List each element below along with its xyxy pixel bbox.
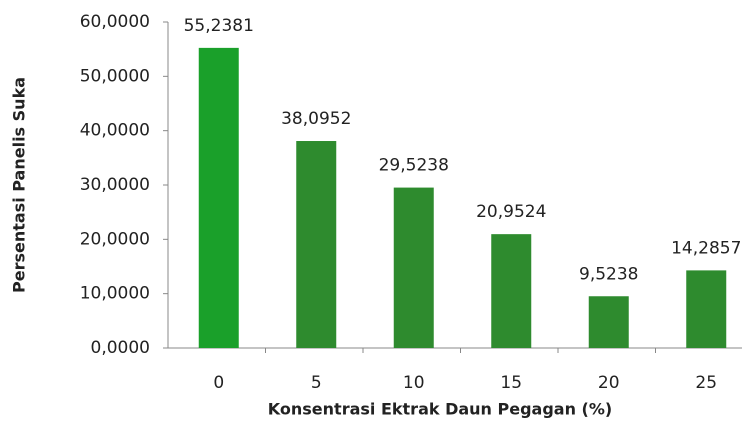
x-tick-label: 25 — [695, 373, 717, 393]
bar — [588, 296, 629, 348]
y-tick-label: 50,0000 — [80, 66, 150, 86]
y-tick-label: 0,0000 — [91, 338, 150, 358]
x-tick-label: 10 — [403, 373, 425, 393]
value-label: 29,5238 — [379, 156, 449, 176]
value-label: 9,5238 — [579, 264, 638, 284]
x-axis-title: Konsentrasi Ektrak Daun Pegagan (%) — [268, 400, 612, 419]
y-tick-label: 20,0000 — [80, 229, 150, 249]
x-tick-label: 5 — [311, 373, 322, 393]
y-tick-label: 60,0000 — [80, 12, 150, 32]
value-label: 55,2381 — [184, 16, 254, 36]
bar — [393, 187, 434, 348]
x-tick-label: 0 — [213, 373, 224, 393]
y-tick-label: 30,0000 — [80, 175, 150, 195]
y-axis-title: Persentasi Panelis Suka — [10, 77, 29, 293]
bar — [686, 270, 727, 348]
x-tick-label: 20 — [598, 373, 620, 393]
bar — [296, 141, 337, 348]
value-label: 38,0952 — [281, 109, 351, 129]
y-tick-label: 40,0000 — [80, 121, 150, 141]
value-label: 20,9524 — [476, 202, 546, 222]
value-label: 14,2857 — [671, 238, 741, 258]
y-tick-label: 10,0000 — [80, 284, 150, 304]
bar — [491, 234, 532, 348]
x-tick-label: 15 — [500, 373, 522, 393]
bar — [198, 47, 239, 349]
